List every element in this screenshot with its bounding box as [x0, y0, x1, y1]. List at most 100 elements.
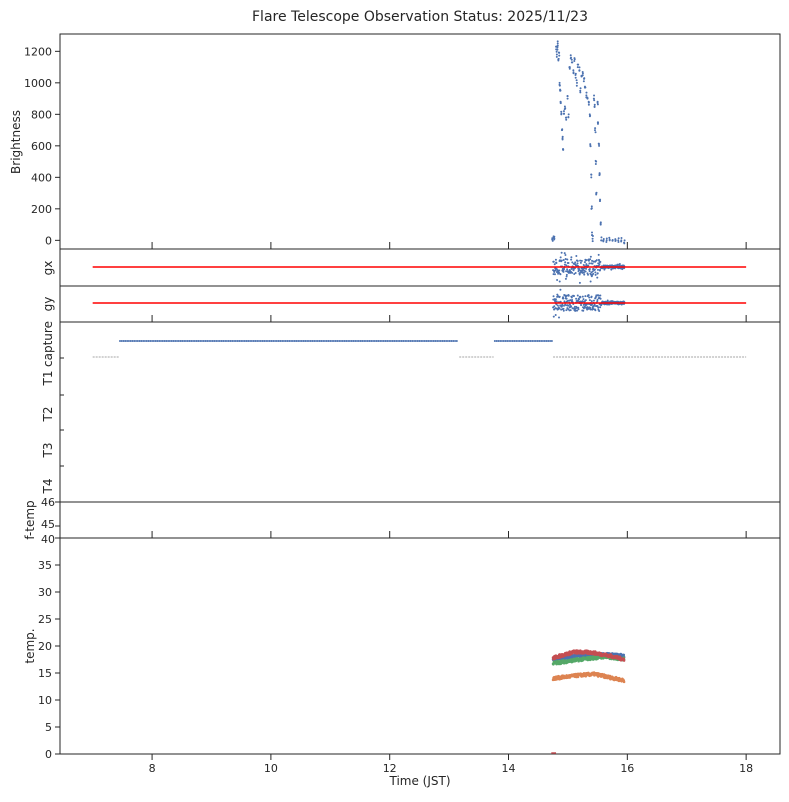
gx-point [571, 271, 574, 274]
capture-on-point [127, 340, 130, 342]
gx-point [618, 263, 621, 266]
capture-on-point [233, 340, 236, 342]
capture-on-point [200, 340, 203, 342]
brightness-point [593, 103, 596, 106]
gy-point [579, 296, 582, 299]
brightness-point [587, 101, 590, 104]
capture-on-point [281, 340, 284, 342]
gx-point [556, 278, 559, 281]
capture-on-point [313, 340, 316, 342]
x-tick-label: 18 [739, 762, 753, 775]
capture-on-point [373, 340, 376, 342]
gy-point [588, 296, 591, 299]
capture-on-point [448, 340, 451, 342]
y-tick-label: 800 [31, 108, 52, 121]
brightness-point [562, 110, 565, 113]
gy-point [589, 307, 592, 310]
gx-point [589, 255, 592, 258]
capture-on-point [159, 340, 162, 342]
gx-point [579, 261, 582, 264]
gy-point [570, 305, 573, 308]
brightness-point [614, 238, 617, 241]
brightness-point [590, 173, 593, 176]
capture-on-point [129, 340, 132, 342]
gy-point [567, 294, 570, 297]
gx-point [580, 259, 583, 262]
gy-point [587, 294, 590, 297]
brightness-point [564, 107, 567, 110]
capture-on-point [414, 340, 417, 342]
capture-on-point [427, 340, 430, 342]
gy-point [562, 297, 565, 300]
gx-point [588, 270, 591, 273]
brightness-point [590, 176, 593, 179]
capture-on-point [413, 340, 416, 342]
capture-on-point [195, 340, 198, 342]
brightness-point [608, 238, 611, 241]
brightness-point [605, 240, 608, 243]
capture-on-point [302, 340, 305, 342]
capture-on-point [549, 340, 552, 342]
brightness-point [576, 63, 579, 66]
brightness-point [578, 69, 581, 72]
gx-point [582, 271, 585, 274]
brightness-point [556, 44, 559, 47]
brightness-point [599, 221, 602, 224]
gx-point [553, 263, 556, 266]
brightness-point [575, 79, 578, 82]
capture-on-point [452, 340, 455, 342]
gx-point [564, 258, 567, 261]
y-tick-label: 35 [38, 559, 52, 572]
capture-on-point [504, 340, 507, 342]
brightness-panel [59, 33, 781, 250]
gx-point [595, 259, 598, 262]
brightness-point [605, 239, 608, 242]
gy-point [594, 296, 597, 299]
capture-on-point [122, 340, 125, 342]
gy-point [584, 299, 587, 302]
gx-point [616, 263, 619, 266]
brightness-point [556, 42, 559, 45]
brightness-point [598, 199, 601, 202]
brightness-point [598, 144, 601, 147]
capture-on-point [363, 340, 366, 342]
brightness-point [572, 69, 575, 72]
capture-on-point [151, 340, 154, 342]
capture-on-point [282, 340, 285, 342]
brightness-point [559, 101, 562, 104]
capture-on-point [345, 340, 348, 342]
brightness-point [594, 159, 597, 162]
brightness-point [593, 94, 596, 97]
temp-point-blue [622, 653, 626, 657]
capture-on-point [540, 340, 543, 342]
brightness-point [599, 198, 602, 201]
gx-point [552, 260, 555, 263]
capture-on-point [272, 340, 275, 342]
ftemp-panel [59, 501, 781, 539]
capture-on-point [416, 340, 419, 342]
capture-on-point [386, 340, 389, 342]
brightness-point [562, 148, 565, 151]
brightness-point [591, 237, 594, 240]
brightness-point [561, 128, 564, 131]
gx-point [618, 264, 621, 267]
gy-point [596, 298, 599, 301]
capture-on-point [502, 340, 505, 342]
gx-point [598, 263, 601, 266]
gx-point [566, 268, 569, 271]
y-tick-label: 15 [38, 667, 52, 680]
capture-on-point [167, 340, 170, 342]
ftemp-tick-46: 46 [41, 496, 55, 509]
brightness-point [557, 57, 560, 60]
brightness-point [608, 236, 611, 239]
gx-point [610, 268, 613, 271]
gx-point [588, 262, 591, 265]
y-tick-label: 200 [31, 203, 52, 216]
brightness-point [593, 129, 596, 132]
y-tick-label: 10 [38, 694, 52, 707]
brightness-point [617, 239, 620, 242]
brightness-point [557, 59, 560, 62]
capture-on-point [409, 340, 412, 342]
gx-point [589, 280, 592, 283]
x-tick-label: 16 [620, 762, 634, 775]
